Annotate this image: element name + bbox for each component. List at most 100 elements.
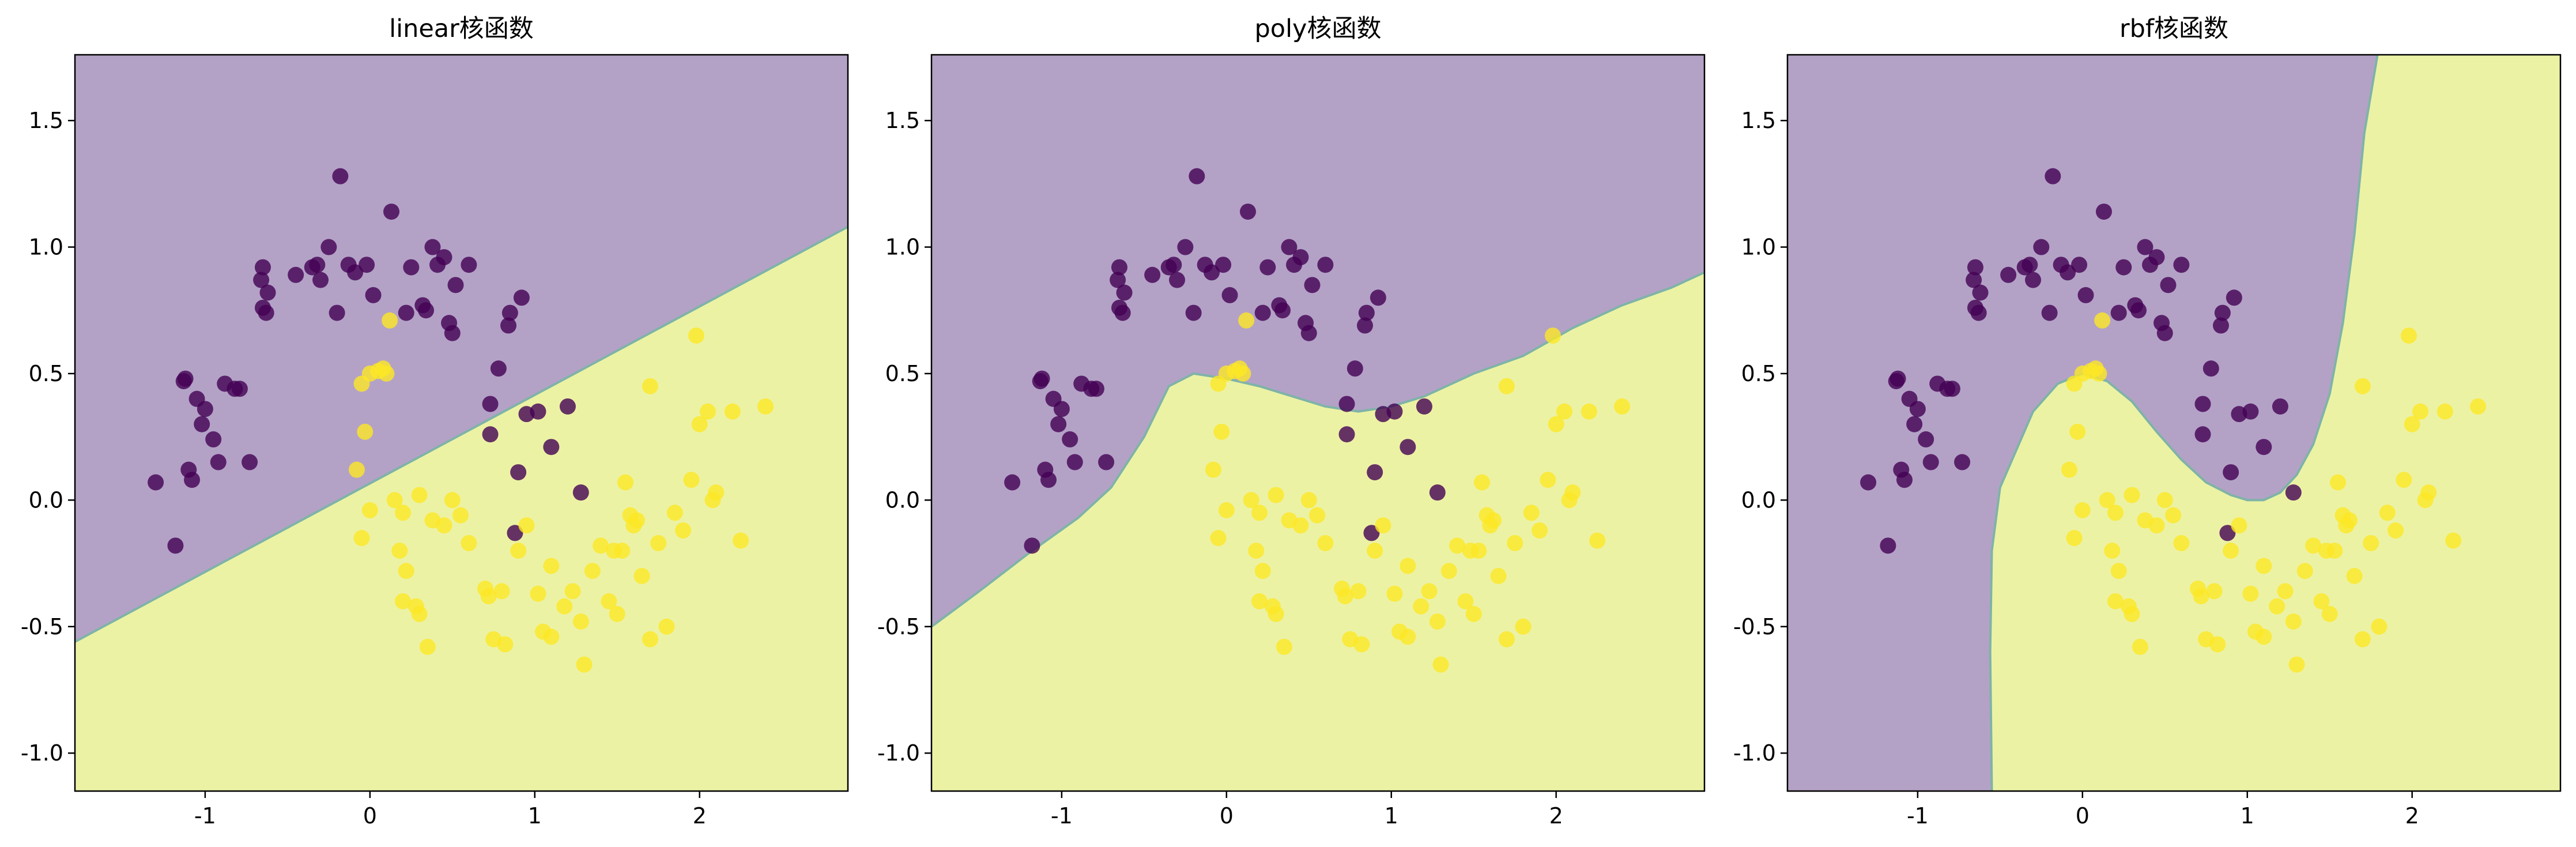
- axes-frame: [1786, 54, 2562, 792]
- point-class1: [1218, 502, 1235, 518]
- point-class1: [1462, 543, 1479, 559]
- poly-kernel-panel: -1 0 1 2 -1.0 -0.5 0.0 0.5 1.0 1.5 poly核函数: [877, 14, 1706, 829]
- point-class1: [556, 598, 573, 615]
- point-class1: [2107, 505, 2124, 521]
- point-class1: [2277, 583, 2294, 600]
- point-class1: [1353, 636, 1370, 653]
- point-class1: [1268, 605, 1284, 622]
- point-class0: [1954, 454, 1971, 470]
- point-class1: [1375, 517, 1391, 534]
- point-class0: [2148, 249, 2165, 266]
- point-class1: [2256, 628, 2272, 645]
- point-class1: [1251, 505, 1268, 521]
- rbf-kernel-panel: -1 0 1 2 -1.0 -0.5 0.0 0.5 1.0 1.5 rbf核函数: [1733, 14, 2562, 829]
- point-class0: [1259, 259, 1276, 276]
- y-tick-label: 0.0: [1741, 487, 1776, 513]
- point-class1: [386, 492, 403, 509]
- y-tick-label: -0.5: [21, 614, 63, 639]
- point-class1: [601, 593, 617, 609]
- class0-region: [1787, 55, 2378, 791]
- point-class1: [1292, 517, 1309, 534]
- y-tick-label: 1.0: [885, 235, 920, 260]
- point-class1: [2173, 534, 2190, 551]
- point-class1: [1432, 656, 1449, 673]
- point-class0: [254, 259, 271, 276]
- point-class1: [2094, 312, 2111, 329]
- point-class1: [699, 403, 716, 420]
- point-class0: [2173, 257, 2190, 273]
- point-class0: [513, 289, 530, 306]
- point-class0: [1254, 304, 1271, 321]
- point-class0: [1024, 537, 1040, 554]
- point-class1: [530, 585, 546, 602]
- point-class1: [2256, 558, 2272, 574]
- point-class1: [2165, 507, 2182, 524]
- point-class0: [1400, 439, 1416, 456]
- point-class1: [642, 631, 658, 648]
- point-class0: [2214, 304, 2231, 321]
- point-class0: [329, 304, 345, 321]
- chart-title: linear核函数: [389, 14, 534, 43]
- point-class1: [411, 605, 428, 622]
- chart-title: poly核函数: [1255, 14, 1382, 43]
- point-class0: [194, 416, 210, 432]
- x-tick-label: 0: [1220, 803, 1234, 829]
- point-class0: [2242, 403, 2259, 420]
- point-class1: [2066, 530, 2083, 547]
- point-class1: [2341, 512, 2358, 529]
- x-tick-label: 0: [2076, 803, 2090, 829]
- point-class0: [1918, 431, 1934, 448]
- point-class0: [530, 403, 546, 420]
- point-class0: [1034, 370, 1050, 387]
- point-class1: [1540, 472, 1556, 488]
- point-class1: [1421, 583, 1438, 600]
- point-class1: [353, 530, 370, 547]
- point-class0: [500, 317, 516, 334]
- point-class1: [1544, 327, 1561, 344]
- x-tick-label: -1: [1051, 803, 1073, 829]
- point-class0: [1215, 257, 1232, 273]
- point-class1: [2288, 656, 2305, 673]
- point-class0: [1970, 304, 1987, 321]
- point-class1: [1413, 598, 1430, 615]
- point-class1: [543, 558, 560, 574]
- point-class0: [242, 454, 258, 470]
- y-tick-label: 1.5: [1741, 108, 1776, 133]
- y-tick-label: 0.5: [885, 361, 920, 386]
- point-class0: [1204, 264, 1220, 281]
- point-class1: [357, 423, 374, 440]
- point-class1: [2396, 472, 2412, 488]
- point-class0: [2000, 266, 2017, 283]
- point-class1: [1235, 365, 1251, 382]
- point-class0: [184, 472, 201, 488]
- point-class0: [1004, 474, 1021, 491]
- point-class1: [2437, 403, 2453, 420]
- point-class0: [210, 454, 227, 470]
- point-class1: [1515, 618, 1532, 635]
- x-tick-label: 1: [2241, 803, 2254, 829]
- point-class1: [2313, 593, 2330, 609]
- point-class1: [584, 563, 601, 579]
- point-class1: [733, 532, 749, 549]
- point-class1: [1386, 585, 1403, 602]
- point-class0: [559, 398, 576, 415]
- point-class0: [1370, 289, 1386, 306]
- point-class0: [1367, 464, 1383, 481]
- x-tick-label: 2: [2405, 803, 2419, 829]
- x-tick-label: 2: [693, 803, 707, 829]
- point-class1: [617, 474, 633, 491]
- point-class0: [1239, 204, 1256, 220]
- point-class1: [642, 378, 658, 394]
- point-class1: [1254, 563, 1271, 579]
- point-class0: [1116, 284, 1133, 301]
- point-class0: [2137, 239, 2153, 255]
- point-class0: [2226, 289, 2242, 306]
- point-class0: [2041, 304, 2058, 321]
- point-class0: [398, 304, 414, 321]
- point-class0: [447, 277, 464, 293]
- point-class0: [1040, 472, 1057, 488]
- point-class1: [1268, 487, 1284, 503]
- point-class1: [1564, 484, 1581, 501]
- point-class0: [1347, 360, 1363, 377]
- point-class1: [1440, 563, 1457, 579]
